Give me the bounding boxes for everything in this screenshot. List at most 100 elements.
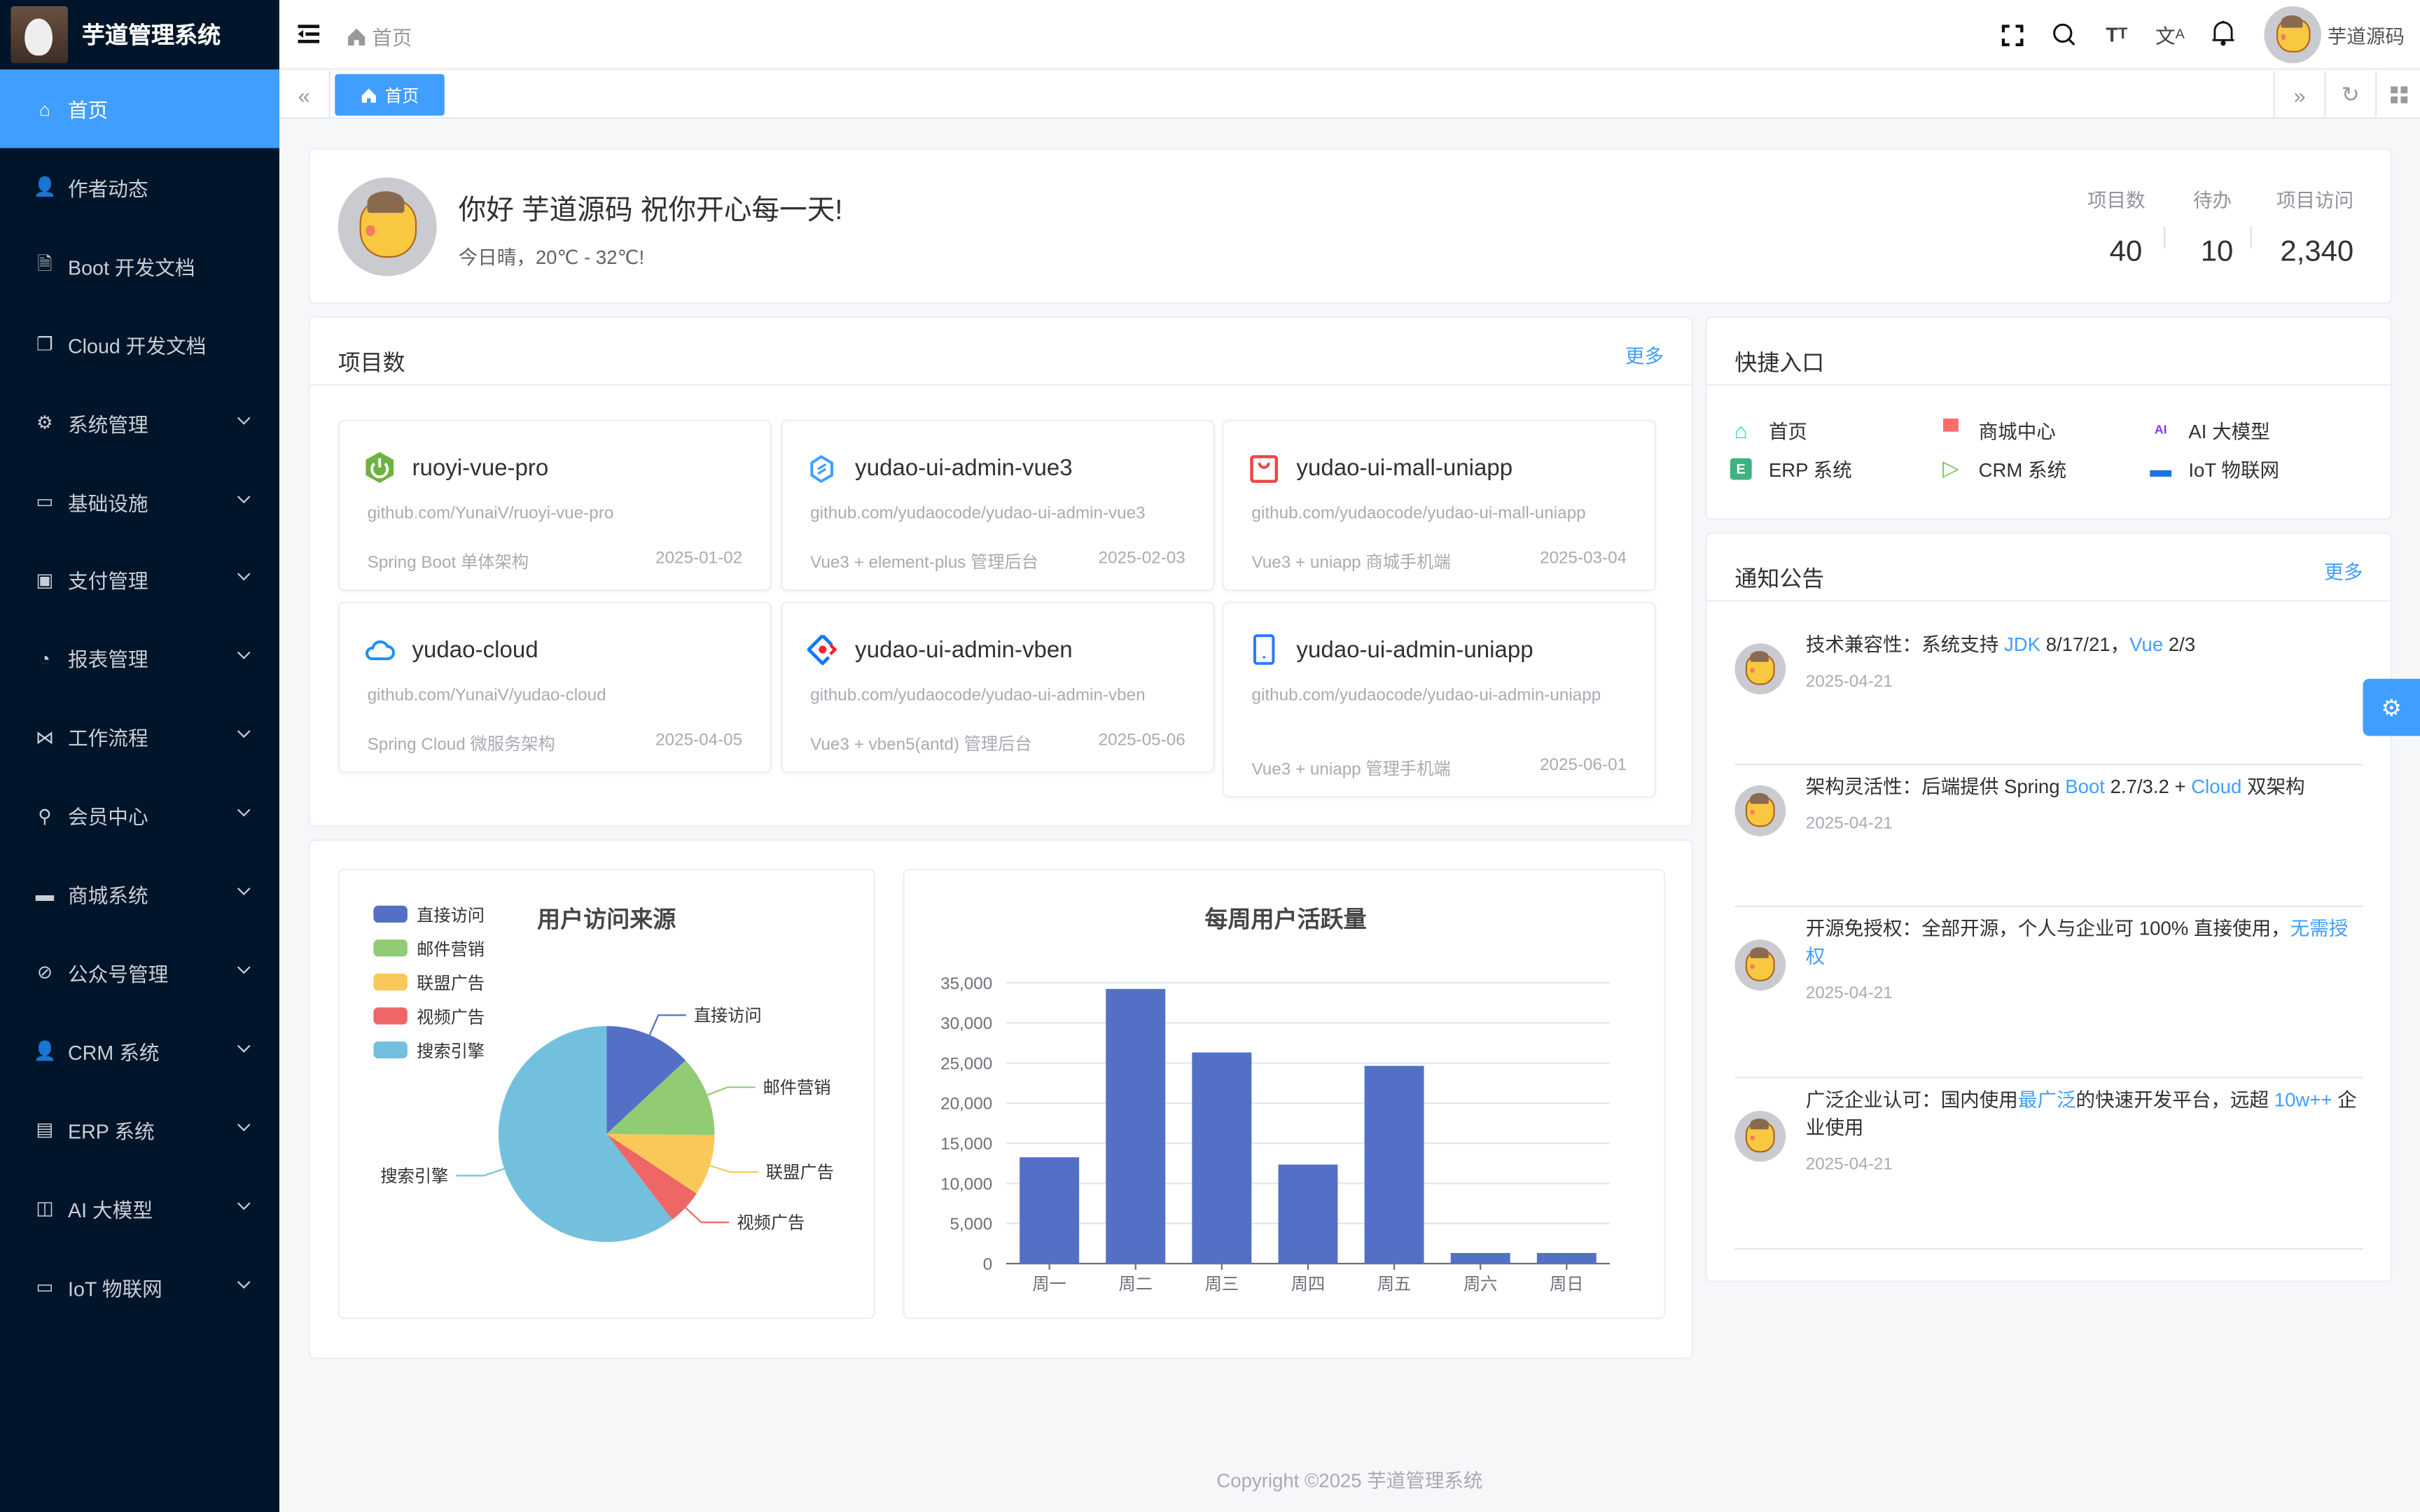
legend-label[interactable]: 视频广告: [417, 1008, 485, 1027]
project-name: yudao-cloud: [412, 637, 538, 664]
weather: 今日晴，20℃ - 32℃!: [458, 246, 645, 269]
tags-menu-button[interactable]: [2375, 71, 2420, 119]
project-item[interactable]: yudao-ui-admin-vben github.com/yudaocode/…: [781, 601, 1215, 774]
project-item[interactable]: yudao-cloud github.com/YunaiV/yudao-cloud…: [338, 601, 772, 774]
sidebar-item[interactable]: ◫ AI 大模型: [0, 1169, 279, 1247]
notice-item[interactable]: 广泛企业认可：国内使用最广泛的快速开发平台，远超 10w++ 企业使用 2025-…: [1734, 1079, 2363, 1250]
bar[interactable]: [1106, 988, 1166, 1264]
sidebar-item[interactable]: ❐ Cloud 开发文档: [0, 305, 279, 384]
legend-swatch[interactable]: [373, 939, 408, 957]
bar[interactable]: [1450, 1252, 1510, 1264]
chevron-down-icon: [237, 1117, 251, 1131]
legend-swatch[interactable]: [373, 973, 408, 991]
notice-link[interactable]: 10w++: [2274, 1089, 2332, 1111]
breadcrumb[interactable]: 首页: [347, 22, 412, 51]
legend-label[interactable]: 联盟广告: [417, 974, 485, 993]
user-menu[interactable]: 芋道源码: [2264, 6, 2405, 64]
project-item[interactable]: yudao-ui-mall-uniapp github.com/yudaocode…: [1222, 419, 1656, 592]
notice-avatar: [1734, 785, 1786, 836]
scroll-right-button[interactable]: »: [2273, 71, 2325, 119]
scroll-left-button[interactable]: «: [279, 71, 331, 119]
bar-chart[interactable]: 每周用户活跃量 0 5,000 10,000 15,000 20,000 25,000 30,…: [905, 870, 1667, 1321]
sidebar-item[interactable]: ⊘ 公众号管理: [0, 933, 279, 1011]
more-link[interactable]: 更多: [1625, 345, 1664, 368]
divider: [310, 384, 1692, 386]
fullscreen-icon[interactable]: [1998, 22, 2024, 48]
sidebar-item[interactable]: ▣ 支付管理: [0, 540, 279, 619]
bar[interactable]: [1536, 1252, 1597, 1264]
sidebar-item[interactable]: ▤ ERP 系统: [0, 1091, 279, 1169]
sidebar-item[interactable]: ⌂ 首页: [0, 69, 279, 148]
bar[interactable]: [1020, 1157, 1080, 1264]
notice-item[interactable]: 技术兼容性：系统支持 JDK 8/17/21，Vue 2/3 2025-04-21: [1734, 623, 2363, 766]
notice-date: 2025-04-21: [1805, 672, 1893, 692]
pie-label-line: [707, 1086, 756, 1096]
pie-slice[interactable]: [606, 1133, 697, 1220]
sidebar-item[interactable]: ⋈ 工作流程: [0, 698, 279, 776]
pie-slice[interactable]: [498, 1026, 673, 1242]
logo[interactable]: 芋道管理系统: [0, 0, 279, 69]
sidebar-item[interactable]: 👤 作者动态: [0, 148, 279, 226]
quick-entry-item[interactable]: ▀ 商城中心: [1940, 415, 2056, 444]
legend-label[interactable]: 直接访问: [417, 906, 485, 925]
project-date: 2025-06-01: [1540, 755, 1627, 775]
project-item[interactable]: ruoyi-vue-pro github.com/YunaiV/ruoyi-vue…: [338, 419, 772, 592]
sidebar-item[interactable]: ▬ 商城系统: [0, 855, 279, 933]
bar[interactable]: [1364, 1065, 1424, 1264]
notice-link[interactable]: 最广泛: [2017, 1089, 2076, 1111]
notice-item[interactable]: 架构灵活性：后端提供 Spring Boot 2.7/3.2 + Cloud 双…: [1734, 765, 2363, 907]
erp-icon: E: [1730, 457, 1752, 479]
pie-label: 联盟广告: [766, 1163, 834, 1182]
legend-swatch[interactable]: [373, 1041, 408, 1058]
project-item[interactable]: yudao-ui-admin-uniapp github.com/yudaocod…: [1222, 601, 1656, 798]
more-link[interactable]: 更多: [2324, 561, 2363, 584]
project-item[interactable]: yudao-ui-admin-vue3 github.com/yudaocode/…: [781, 419, 1215, 592]
notice-link[interactable]: Boot: [2065, 776, 2105, 798]
documents-icon: ❐: [36, 333, 53, 356]
legend-label[interactable]: 搜索引擎: [417, 1042, 485, 1061]
sidebar-item[interactable]: ⚲ 会员中心: [0, 776, 279, 855]
quick-entry-item[interactable]: ▷ CRM 系统: [1940, 454, 2066, 483]
pie-label: 邮件营销: [763, 1079, 831, 1098]
notice-link[interactable]: JDK: [2003, 634, 2041, 656]
notice-text: 广泛企业认可：国内使用最广泛的快速开发平台，远超 10w++ 企业使用: [1806, 1086, 2363, 1142]
bell-icon[interactable]: [2209, 18, 2237, 46]
quick-entry-item[interactable]: AI AI 大模型: [2150, 415, 2270, 444]
sidebar-item[interactable]: ▭ IoT 物联网: [0, 1247, 279, 1326]
search-icon[interactable]: [2051, 22, 2077, 48]
project-date: 2025-04-05: [655, 731, 743, 750]
tab-home[interactable]: 首页: [335, 74, 445, 116]
pie-slice[interactable]: [606, 1026, 686, 1134]
sidebar-item[interactable]: ◔ 报表管理: [0, 619, 279, 697]
sidebar-item[interactable]: ⚙ 系统管理: [0, 384, 279, 462]
gear-icon: ⚙: [36, 412, 53, 434]
quick-entry-item[interactable]: E ERP 系统: [1730, 454, 1852, 483]
pie-slice[interactable]: [606, 1060, 715, 1135]
bar[interactable]: [1192, 1052, 1252, 1264]
sidebar-item[interactable]: ▭ 基础设施: [0, 462, 279, 540]
pie-slice[interactable]: [606, 1133, 715, 1194]
card-title: 通知公告: [1734, 568, 1825, 593]
legend-swatch[interactable]: [373, 905, 408, 923]
quick-entry-item[interactable]: ▬ IoT 物联网: [2150, 454, 2279, 483]
pie-chart[interactable]: 用户访问来源直接访问邮件营销联盟广告视频广告搜索引擎直接访问邮件营销联盟广告视频…: [340, 870, 877, 1321]
quick-entry-item[interactable]: ⌂ 首页: [1730, 415, 1807, 444]
bar[interactable]: [1278, 1164, 1338, 1264]
card-title: 快捷入口: [1734, 351, 1825, 377]
menu-fold-icon[interactable]: [295, 20, 323, 48]
settings-button[interactable]: ⚙: [2363, 678, 2420, 736]
sidebar-item[interactable]: 🗎 Boot 开发文档: [0, 227, 279, 305]
x-tick-label: 周六: [1463, 1275, 1497, 1294]
notice-link[interactable]: Cloud: [2191, 776, 2242, 798]
sidebar-item[interactable]: 👤 CRM 系统: [0, 1011, 279, 1090]
shop-icon: ▀: [1943, 417, 1959, 442]
notice-link[interactable]: 无需授权: [1805, 918, 2349, 967]
notice-item[interactable]: 开源免授权：全部开源，个人与企业可 100% 直接使用，无需授权 2025-04-…: [1734, 907, 2363, 1079]
legend-label[interactable]: 邮件营销: [417, 940, 485, 959]
refresh-button[interactable]: ↻: [2324, 71, 2375, 119]
notice-link[interactable]: Vue: [2129, 634, 2164, 656]
chevron-down-icon: [237, 1275, 251, 1288]
legend-swatch[interactable]: [373, 1007, 408, 1025]
